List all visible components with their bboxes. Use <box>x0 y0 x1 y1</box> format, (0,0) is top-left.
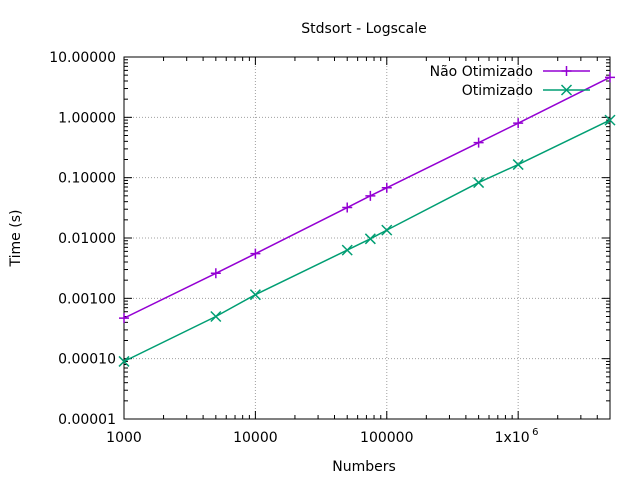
y-tick-label: 0.01000 <box>58 231 116 247</box>
data-point-plus <box>381 182 392 193</box>
x-tick-label: 1x10 <box>495 430 530 446</box>
data-point-cross <box>512 159 524 171</box>
y-tick-label: 10.00000 <box>49 50 116 66</box>
series-layer <box>118 72 616 367</box>
legend-label: Não Otimizado <box>430 64 533 80</box>
data-point-cross <box>604 114 616 126</box>
x-axis-label: Numbers <box>332 459 396 475</box>
data-point-plus <box>473 137 484 148</box>
y-tick-label: 0.00001 <box>58 412 116 428</box>
chart-title: Stdsort - Logscale <box>301 21 426 37</box>
y-tick-label: 0.00100 <box>58 291 116 307</box>
data-point-cross <box>560 84 573 96</box>
data-point-plus <box>513 118 524 129</box>
tick-layer: 1000 10000 100000 1x10 6 0.00001 0.00010 0.0010… <box>49 50 610 446</box>
x-tick-label: 10000 <box>233 430 278 446</box>
y-tick-label: 1.00000 <box>58 110 116 126</box>
data-point-cross <box>473 177 485 189</box>
data-point-plus <box>210 268 221 279</box>
data-point-plus <box>342 202 353 213</box>
data-point-cross <box>210 310 222 323</box>
data-point-plus <box>250 248 261 259</box>
data-point-cross <box>341 244 353 256</box>
data-point-cross <box>364 233 376 245</box>
data-point-plus <box>365 190 376 201</box>
x-tick-label: 100000 <box>360 430 413 446</box>
y-tick-label: 0.00010 <box>58 352 116 368</box>
legend-label: Otimizado <box>462 83 533 99</box>
legend: Não Otimizado Otimizado <box>430 64 590 99</box>
series-1 <box>118 114 616 367</box>
data-point-plus <box>119 313 129 324</box>
data-point-cross <box>381 224 393 236</box>
y-tick-label: 0.10000 <box>58 171 116 187</box>
y-axis-label: Time (s) <box>8 210 24 268</box>
data-point-plus <box>561 66 572 76</box>
x-tick-exponent: 6 <box>532 427 538 438</box>
data-point-plus <box>605 72 615 83</box>
data-point-cross <box>249 289 261 301</box>
x-tick-label: 1000 <box>106 430 142 446</box>
series-0 <box>119 72 615 324</box>
data-point-cross <box>118 355 130 367</box>
